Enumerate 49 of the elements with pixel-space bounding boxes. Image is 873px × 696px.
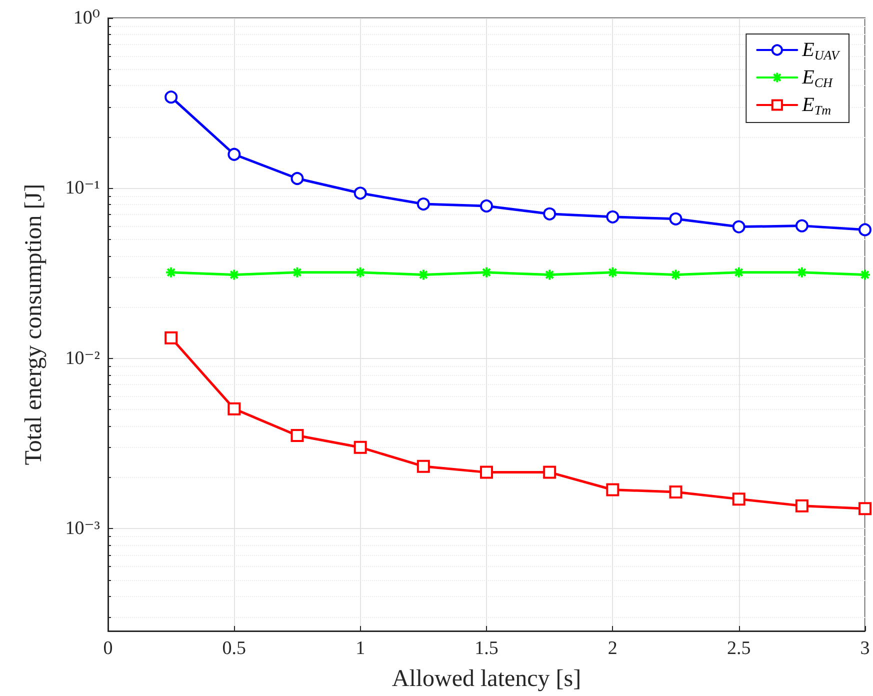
point bbox=[480, 266, 492, 278]
point bbox=[228, 148, 241, 161]
point bbox=[732, 266, 745, 278]
point bbox=[290, 429, 304, 442]
y-tick-label: 10⁰ bbox=[73, 8, 100, 28]
point bbox=[732, 492, 746, 506]
point bbox=[858, 223, 872, 236]
point bbox=[164, 331, 178, 344]
point bbox=[543, 466, 556, 479]
point bbox=[669, 212, 682, 226]
point bbox=[354, 266, 366, 278]
point bbox=[164, 90, 178, 104]
point bbox=[606, 483, 620, 496]
x-tick-label: 1 bbox=[356, 638, 366, 659]
point bbox=[165, 266, 178, 278]
point bbox=[606, 266, 619, 278]
point bbox=[670, 268, 682, 281]
point bbox=[858, 502, 872, 516]
x-tick-label: 2.5 bbox=[726, 638, 751, 659]
point bbox=[795, 499, 808, 512]
point bbox=[290, 172, 304, 185]
y-tick-label: 10⁻¹ bbox=[65, 178, 100, 199]
point bbox=[416, 460, 430, 473]
x-tick-label: 0.5 bbox=[222, 638, 246, 659]
x-tick-label: 0 bbox=[103, 638, 113, 659]
point bbox=[795, 219, 808, 232]
point bbox=[417, 268, 430, 281]
point bbox=[543, 207, 556, 220]
y-axis-title: Total energy consumption [J] bbox=[21, 184, 47, 466]
point bbox=[606, 210, 620, 224]
y-tick-label: 10⁻³ bbox=[65, 518, 100, 540]
point bbox=[228, 268, 240, 281]
x-tick-label: 1.5 bbox=[474, 638, 498, 659]
point bbox=[228, 402, 241, 416]
point bbox=[416, 198, 430, 211]
point bbox=[354, 440, 367, 454]
point bbox=[859, 268, 871, 281]
x-tick-label: 2 bbox=[608, 638, 618, 659]
y-tick-label: 10⁻² bbox=[65, 348, 100, 369]
point bbox=[669, 485, 682, 498]
point bbox=[291, 266, 304, 278]
point bbox=[732, 220, 746, 234]
point bbox=[354, 186, 367, 200]
x-tick-label: 3 bbox=[860, 638, 870, 659]
x-axis-title: Allowed latency [s] bbox=[392, 666, 582, 692]
point bbox=[544, 268, 556, 281]
point bbox=[480, 466, 493, 479]
point bbox=[480, 199, 493, 212]
point bbox=[796, 266, 808, 278]
